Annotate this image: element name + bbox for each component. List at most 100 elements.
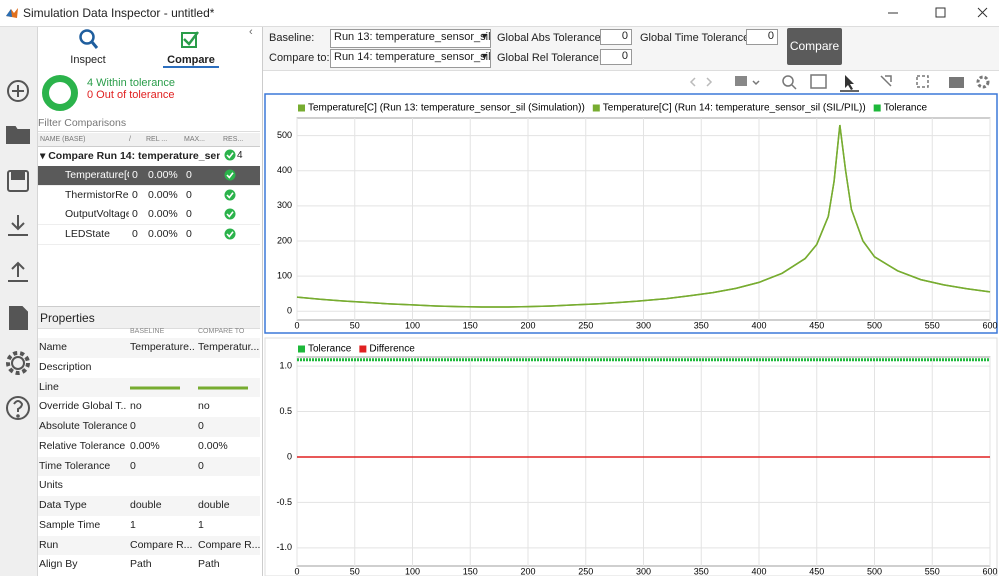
group-count: 4 <box>237 150 243 161</box>
x-tick-label: 300 <box>636 566 651 576</box>
abs-tol-label: Global Abs Tolerance: <box>497 32 604 44</box>
property-row: Run Compare R... Compare R... <box>38 535 260 556</box>
property-row: Data Type double double <box>38 496 260 516</box>
tab-underline <box>163 66 219 68</box>
property-cell: Absolute Tolerance <box>39 420 127 432</box>
property-cell: 0 <box>198 459 204 472</box>
x-tick-label: 600 <box>982 320 997 330</box>
x-tick-label: 0 <box>294 566 299 576</box>
x-tick-label: 0 <box>294 320 299 330</box>
property-cell: Line <box>39 380 59 393</box>
property-cell: 0 <box>198 420 204 432</box>
plot-toolbar[interactable] <box>685 72 997 92</box>
property-row: Line <box>38 377 260 398</box>
property-cell: Align By <box>39 558 78 571</box>
property-cell: Path <box>198 558 220 571</box>
y-tick-label: -0.5 <box>276 497 292 507</box>
x-tick-label: 400 <box>751 566 766 576</box>
compare-button[interactable]: Compare <box>787 28 842 65</box>
comparison-row[interactable]: Temperature[C 0 0.00% 0 <box>38 166 260 186</box>
property-cell: no <box>130 400 142 413</box>
comparison-cell: OutputVoltage <box>65 208 129 220</box>
legend-swatch <box>873 104 881 112</box>
app-icon <box>6 8 18 18</box>
compare-tab[interactable]: Compare <box>167 54 215 66</box>
series-line <box>296 124 991 308</box>
x-tick-label: 150 <box>463 566 478 576</box>
property-cell: Sample Time <box>39 518 101 531</box>
property-row: Relative Tolerance 0.00% 0.00% <box>38 436 260 457</box>
baseline-col: BASELINE <box>130 328 165 335</box>
pass-icon <box>224 149 236 161</box>
property-row: Override Global T... no no <box>38 397 260 417</box>
baseline-label: Baseline: <box>269 32 315 44</box>
x-tick-label: 100 <box>405 320 420 330</box>
title-bar <box>0 0 999 27</box>
group-row[interactable]: ▾ Compare Run 14: temperature_sen... <box>40 150 220 162</box>
time-tol-input[interactable]: 0 <box>746 29 778 45</box>
y-tick-label: -1.0 <box>276 542 292 552</box>
y-tick-label: 0 <box>287 306 292 316</box>
property-cell: Units <box>39 479 63 492</box>
sidebar-icons[interactable] <box>0 27 37 576</box>
legend-label: Tolerance <box>884 103 928 114</box>
comparison-cell: ThermistorResi <box>65 188 129 201</box>
property-cell: Name <box>39 341 68 353</box>
x-tick-label: 250 <box>578 566 593 576</box>
x-tick-label: 250 <box>578 320 593 330</box>
x-tick-label: 50 <box>350 566 360 576</box>
comparison-cell: 0 <box>186 169 192 181</box>
x-tick-label: 100 <box>405 566 420 576</box>
column-header: MAX... <box>184 136 206 143</box>
inspect-tab[interactable]: Inspect <box>70 54 106 66</box>
dropdown-arrow: ▼ <box>480 31 489 41</box>
column-header: REL ... <box>146 136 168 143</box>
comparison-cell: 0.00% <box>148 208 178 220</box>
y-tick-label: 400 <box>277 165 292 175</box>
property-row: Name Temperature... Temperatur... <box>38 338 260 358</box>
collapse-button[interactable]: ‹ <box>249 26 253 38</box>
comparison-cell: 0 <box>186 188 192 201</box>
column-header: RES... <box>223 136 244 143</box>
property-cell: Compare R... <box>130 538 193 551</box>
compare-dropdown[interactable]: Run 14: temperature_sensor_sil (S <box>330 49 491 68</box>
baseline-dropdown[interactable]: Run 13: temperature_sensor_sil (S <box>330 29 491 48</box>
legend-label: Difference <box>369 344 415 355</box>
line-swatches <box>130 386 248 389</box>
legend-label: Tolerance <box>308 344 352 355</box>
property-cell: Run <box>39 538 59 551</box>
x-tick-label: 50 <box>350 320 360 330</box>
x-tick-label: 500 <box>867 566 882 576</box>
properties-title: Properties <box>40 311 95 325</box>
y-tick-label: 300 <box>277 200 292 210</box>
x-tick-label: 300 <box>636 320 651 330</box>
rel-tol-input[interactable]: 0 <box>600 49 632 65</box>
property-cell: Temperature... <box>130 341 194 353</box>
property-cell: Time Tolerance <box>39 459 111 472</box>
pass-icon <box>224 169 236 181</box>
property-cell: Compare R... <box>198 538 260 551</box>
column-header: NAME (BASE) <box>40 136 86 143</box>
rel-tol-label: Global Rel Tolerance: <box>497 52 602 64</box>
property-cell: Description <box>39 360 92 373</box>
x-tick-label: 450 <box>809 566 824 576</box>
property-row: Sample Time 1 1 <box>38 515 260 536</box>
x-tick-label: 450 <box>809 320 824 330</box>
property-cell: double <box>130 499 162 511</box>
pass-icon <box>224 228 236 239</box>
property-cell: Override Global T... <box>39 400 127 413</box>
x-tick-label: 350 <box>694 566 709 576</box>
filter-box[interactable]: Filter Comparisons <box>38 117 260 132</box>
abs-tol-input[interactable]: 0 <box>600 29 632 45</box>
x-tick-label: 600 <box>982 566 997 576</box>
x-tick-label: 500 <box>867 320 882 330</box>
property-row: Absolute Tolerance 0 0 <box>38 417 260 437</box>
property-cell: Data Type <box>39 499 87 511</box>
window-controls[interactable] <box>880 0 999 26</box>
tab-icons <box>79 29 199 49</box>
comparison-row[interactable]: LEDState 0 0.00% 0 <box>38 224 260 245</box>
property-cell: double <box>198 499 230 511</box>
comparison-cell: 0.00% <box>148 169 178 181</box>
tolerance-donut <box>42 75 78 111</box>
